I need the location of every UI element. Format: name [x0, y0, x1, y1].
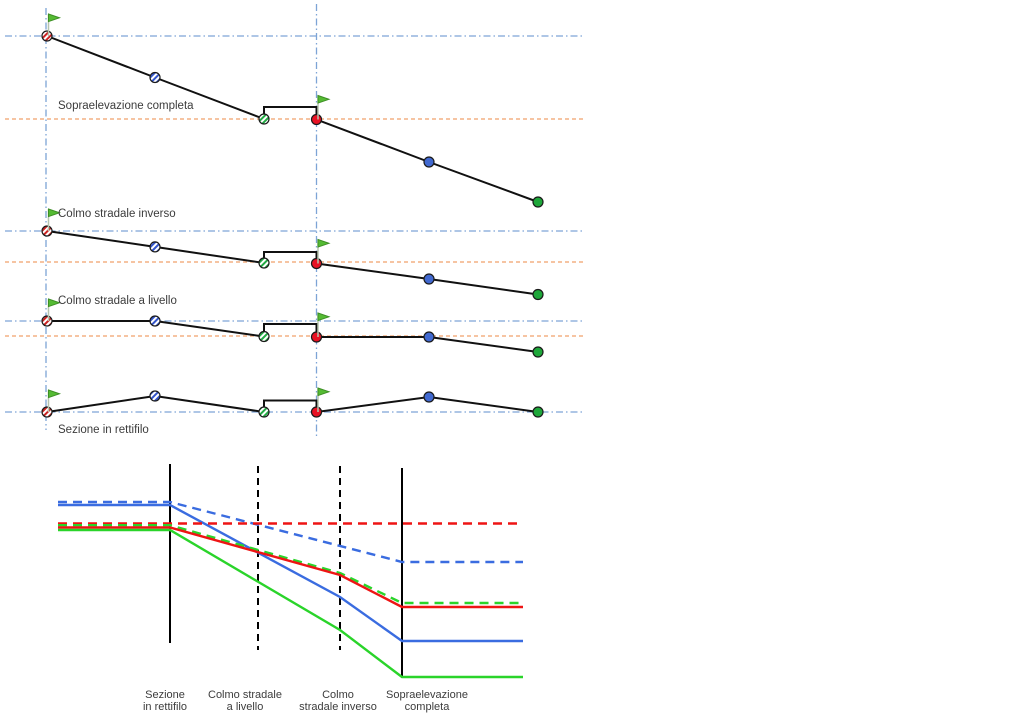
- flag-icon-center: [317, 94, 331, 104]
- flag-icon-left: [48, 13, 62, 23]
- marker-hatched-red: [41, 406, 53, 418]
- marker-hatched-blue: [149, 390, 161, 402]
- flag-icon-center: [317, 312, 331, 322]
- profile-series-right-edge-profile-solid: [58, 528, 523, 679]
- marker-solid-blue: [423, 156, 435, 168]
- profile-axis-label-colmo-stradale-inverso: Colmo stradale inverso: [299, 689, 377, 713]
- section-label-colmo-stradale-inverso: Colmo stradale inverso: [58, 208, 176, 220]
- marker-hatched-red: [41, 225, 53, 237]
- marker-solid-green: [532, 288, 544, 301]
- marker-hatched-green: [258, 113, 270, 125]
- profile-series-left-edge-profile-solid: [58, 503, 523, 643]
- road-profile-colmo-stradale-a-livello: [47, 320, 539, 353]
- profile-series-left-edge-theoretical-dashed: [58, 500, 523, 564]
- flag-icon-left: [48, 389, 62, 399]
- profile-axis-label-colmo-stradale-a-livello: Colmo stradale a livello: [208, 689, 282, 713]
- profile-series-right-edge-theoretical-dashed: [58, 524, 523, 605]
- flag-icon-center: [317, 238, 331, 248]
- marker-solid-blue: [423, 391, 435, 403]
- marker-hatched-blue: [149, 315, 161, 327]
- road-profile-sezione-in-rettifilo: [46, 394, 539, 414]
- flag-icon-center: [317, 387, 331, 397]
- marker-solid-green: [532, 196, 544, 208]
- road-profile-colmo-stradale-inverso: [46, 230, 539, 296]
- marker-solid-blue: [423, 273, 435, 285]
- profile-series-axis-profile-solid: [58, 526, 523, 609]
- marker-solid-blue: [423, 331, 435, 343]
- marker-hatched-green: [258, 257, 270, 269]
- marker-hatched-red: [41, 315, 53, 327]
- road-profile-sopraelevazione-completa: [46, 35, 539, 203]
- section-label-colmo-stradale-a-livello: Colmo stradale a livello: [58, 295, 177, 307]
- marker-hatched-blue: [149, 241, 161, 253]
- flag-icon-left: [48, 208, 62, 218]
- section-label-sezione-in-rettifilo: Sezione in rettifilo: [58, 424, 149, 436]
- marker-solid-green: [532, 406, 544, 418]
- marker-hatched-blue: [149, 71, 161, 84]
- marker-solid-red: [310, 257, 323, 270]
- marker-solid-red: [310, 331, 323, 343]
- marker-hatched-red: [41, 30, 53, 42]
- marker-hatched-green: [258, 406, 270, 418]
- marker-hatched-green: [258, 330, 270, 343]
- profile-axis-label-sezione-in-rettifilo: Sezione in rettifilo: [142, 689, 188, 713]
- marker-solid-red: [310, 113, 323, 126]
- marker-solid-green: [532, 346, 544, 358]
- section-label-sopraelevazione-completa: Sopraelevazione completa: [58, 100, 194, 112]
- marker-solid-red: [310, 406, 323, 418]
- flag-icon-left: [48, 298, 62, 308]
- profile-axis-label-sopraelevazione-completa: Sopraelevazione completa: [386, 689, 468, 713]
